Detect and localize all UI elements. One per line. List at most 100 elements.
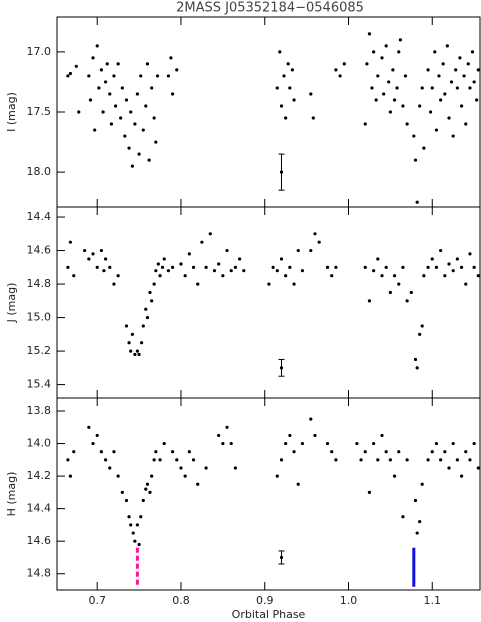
data-point bbox=[309, 248, 313, 253]
data-point bbox=[397, 450, 401, 454]
data-point bbox=[384, 265, 388, 269]
data-point bbox=[374, 98, 378, 102]
data-point bbox=[395, 86, 399, 90]
plot-frame bbox=[56, 16, 481, 208]
data-point bbox=[472, 441, 476, 446]
data-point bbox=[77, 110, 81, 114]
data-point bbox=[179, 466, 183, 470]
data-point bbox=[87, 425, 91, 429]
data-point bbox=[162, 257, 166, 261]
data-point bbox=[91, 252, 95, 256]
y-tick-label: 15.0 bbox=[27, 311, 52, 324]
y-tick-label: 14.4 bbox=[27, 210, 52, 223]
data-point bbox=[422, 274, 426, 278]
data-point bbox=[116, 62, 120, 66]
data-point bbox=[133, 539, 137, 543]
data-point bbox=[141, 324, 145, 328]
error-point bbox=[279, 170, 284, 174]
data-point bbox=[420, 482, 424, 486]
data-point bbox=[376, 257, 380, 261]
data-point bbox=[83, 248, 87, 253]
data-point bbox=[418, 332, 422, 336]
data-point bbox=[91, 441, 95, 446]
data-point bbox=[95, 265, 99, 269]
data-point bbox=[325, 265, 330, 269]
data-point bbox=[129, 349, 133, 353]
data-point bbox=[363, 122, 367, 126]
data-point bbox=[127, 146, 131, 150]
data-point bbox=[99, 248, 103, 253]
data-point bbox=[296, 248, 300, 253]
data-point bbox=[459, 104, 464, 108]
data-point bbox=[137, 542, 141, 547]
data-point bbox=[405, 458, 409, 462]
data-point bbox=[370, 86, 374, 90]
data-point bbox=[466, 62, 470, 66]
data-point bbox=[133, 352, 137, 357]
data-point bbox=[154, 140, 158, 144]
data-point bbox=[152, 282, 156, 286]
data-point bbox=[162, 441, 166, 446]
data-point bbox=[392, 474, 397, 478]
x-tick-label: 1.0 bbox=[340, 594, 358, 607]
data-point bbox=[472, 265, 476, 269]
data-point bbox=[131, 531, 135, 535]
data-point bbox=[325, 441, 330, 446]
x-axis-label: Orbital Phase bbox=[232, 608, 306, 621]
data-point bbox=[154, 269, 158, 273]
data-point bbox=[415, 200, 419, 204]
data-point bbox=[420, 324, 424, 328]
data-point bbox=[380, 433, 384, 438]
data-point bbox=[451, 134, 455, 138]
data-point bbox=[384, 450, 388, 454]
data-point bbox=[279, 104, 284, 108]
data-point bbox=[284, 441, 288, 446]
data-point bbox=[97, 86, 101, 90]
data-point bbox=[443, 92, 447, 96]
x-tick-label: 0.7 bbox=[88, 594, 106, 607]
data-point bbox=[434, 441, 439, 446]
data-point bbox=[292, 450, 296, 454]
data-point bbox=[112, 74, 116, 78]
data-point bbox=[468, 252, 472, 256]
data-point bbox=[103, 80, 108, 84]
data-point bbox=[68, 240, 73, 244]
data-point bbox=[405, 299, 409, 303]
data-point bbox=[101, 110, 105, 114]
data-point bbox=[455, 86, 459, 90]
data-point bbox=[426, 265, 430, 269]
data-point bbox=[116, 474, 120, 478]
data-point bbox=[141, 498, 145, 503]
data-point bbox=[66, 74, 70, 78]
data-point bbox=[225, 425, 229, 429]
data-point bbox=[135, 523, 140, 527]
data-point bbox=[392, 98, 397, 102]
data-point bbox=[367, 32, 372, 36]
data-point bbox=[152, 458, 156, 462]
data-point bbox=[472, 80, 476, 84]
data-point bbox=[225, 248, 229, 253]
data-point bbox=[105, 62, 109, 66]
data-point bbox=[221, 441, 225, 446]
data-point bbox=[398, 38, 403, 42]
data-point bbox=[175, 458, 179, 462]
plot-frame bbox=[56, 397, 481, 591]
data-point bbox=[145, 482, 150, 486]
data-point bbox=[279, 458, 284, 462]
data-point bbox=[187, 450, 191, 454]
data-point bbox=[196, 482, 200, 486]
data-point bbox=[290, 68, 294, 72]
data-point bbox=[418, 520, 422, 524]
data-point bbox=[108, 466, 112, 470]
data-point bbox=[330, 450, 334, 454]
data-point bbox=[127, 341, 131, 345]
data-point bbox=[459, 474, 464, 478]
data-point bbox=[309, 92, 313, 96]
data-point bbox=[388, 290, 392, 295]
data-point bbox=[160, 265, 165, 269]
data-point bbox=[451, 269, 455, 273]
data-point bbox=[284, 274, 288, 278]
data-point bbox=[464, 450, 468, 454]
data-point bbox=[403, 74, 408, 78]
data-point bbox=[88, 98, 93, 102]
